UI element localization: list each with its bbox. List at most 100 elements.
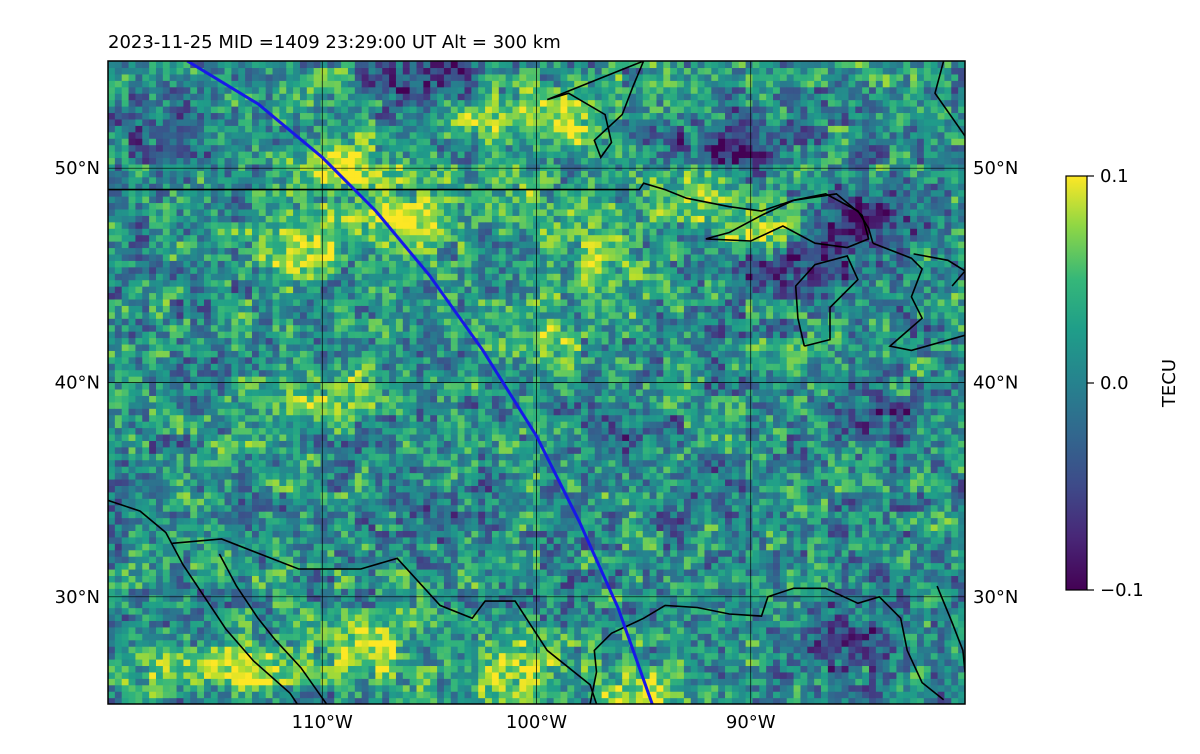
heatmap-cell xyxy=(265,298,274,306)
heatmap-cell xyxy=(293,106,301,114)
heatmap-cell xyxy=(210,99,219,107)
heatmap-cell xyxy=(286,157,294,165)
heatmap-cell xyxy=(430,446,438,454)
heatmap-cell xyxy=(245,523,253,531)
heatmap-cell xyxy=(238,80,246,88)
heatmap-cell xyxy=(217,568,226,576)
heatmap-cell xyxy=(108,472,116,480)
heatmap-cell xyxy=(430,652,438,660)
heatmap-cell xyxy=(210,241,219,249)
heatmap-cell xyxy=(375,234,383,242)
heatmap-cell xyxy=(334,266,342,274)
heatmap-cell xyxy=(183,665,191,673)
heatmap-cell xyxy=(416,106,424,114)
heatmap-cell xyxy=(347,151,356,159)
heatmap-cell xyxy=(327,86,335,94)
heatmap-cell xyxy=(327,626,335,634)
heatmap-cell xyxy=(293,562,301,570)
heatmap-cell xyxy=(238,652,246,660)
heatmap-cell xyxy=(299,556,308,564)
heatmap-cell xyxy=(149,369,157,377)
heatmap-cell xyxy=(258,131,267,139)
heatmap-cell xyxy=(245,324,253,332)
heatmap-cell xyxy=(368,478,376,486)
heatmap-cell xyxy=(149,80,157,88)
heatmap-cell xyxy=(409,626,418,634)
heatmap-cell xyxy=(238,376,246,384)
heatmap-cell xyxy=(430,112,438,120)
heatmap-cell xyxy=(245,73,253,81)
heatmap-cell xyxy=(341,324,349,332)
heatmap-cell xyxy=(286,99,294,107)
heatmap-cell xyxy=(272,414,280,422)
heatmap-cell xyxy=(176,453,185,461)
heatmap-cell xyxy=(258,99,267,107)
heatmap-cell xyxy=(128,581,137,589)
heatmap-cell xyxy=(416,144,424,152)
heatmap-cell xyxy=(251,665,260,673)
heatmap-cell xyxy=(334,112,342,120)
heatmap-cell xyxy=(402,581,411,589)
heatmap-cell xyxy=(430,298,438,306)
heatmap-cell xyxy=(306,556,315,564)
heatmap-cell xyxy=(114,253,123,261)
heatmap-cell xyxy=(121,665,130,673)
heatmap-cell xyxy=(231,253,239,261)
heatmap-cell xyxy=(395,170,404,178)
heatmap-cell xyxy=(155,253,164,261)
heatmap-cell xyxy=(121,318,130,326)
heatmap-cell xyxy=(203,118,212,126)
heatmap-cell xyxy=(217,286,226,294)
heatmap-cell xyxy=(272,401,280,409)
heatmap-cell xyxy=(203,286,212,294)
heatmap-cell xyxy=(430,343,438,351)
heatmap-cell xyxy=(245,131,253,139)
heatmap-cell xyxy=(210,369,219,377)
heatmap-cell xyxy=(155,324,164,332)
heatmap-cell xyxy=(327,658,335,667)
heatmap-cell xyxy=(368,382,376,390)
heatmap-cell xyxy=(382,639,390,647)
heatmap-cell xyxy=(162,601,171,609)
heatmap-cell xyxy=(361,286,370,294)
heatmap-cell xyxy=(128,530,137,538)
heatmap-cell xyxy=(190,575,198,583)
heatmap-cell xyxy=(430,253,438,261)
heatmap-cell xyxy=(238,395,246,403)
heatmap-cell xyxy=(155,157,164,165)
heatmap-cell xyxy=(313,350,322,358)
heatmap-cell xyxy=(430,144,438,152)
heatmap-cell xyxy=(183,343,191,351)
heatmap-cell xyxy=(437,369,445,377)
heatmap-cell xyxy=(169,176,178,184)
heatmap-cell xyxy=(382,575,390,583)
heatmap-cell xyxy=(313,215,322,223)
heatmap-cell xyxy=(121,260,130,268)
heatmap-cell xyxy=(176,639,185,647)
heatmap-cell xyxy=(224,266,233,274)
heatmap-cell xyxy=(354,112,363,120)
heatmap-cell xyxy=(149,99,157,107)
heatmap-cell xyxy=(272,395,280,403)
heatmap-cell xyxy=(382,208,390,216)
heatmap-cell xyxy=(149,433,157,441)
heatmap-cell xyxy=(327,408,335,416)
heatmap-cell xyxy=(347,433,356,441)
heatmap-cell xyxy=(142,446,150,454)
heatmap-cell xyxy=(149,176,157,184)
heatmap-cell xyxy=(272,144,280,152)
heatmap-cell xyxy=(313,575,322,583)
heatmap-cell xyxy=(327,556,335,564)
heatmap-cell xyxy=(320,228,328,236)
heatmap-cell xyxy=(437,575,445,583)
heatmap-cell xyxy=(382,318,390,326)
heatmap-cell xyxy=(341,93,349,101)
heatmap-cell xyxy=(149,665,157,673)
heatmap-cell xyxy=(197,298,205,306)
heatmap-cell xyxy=(265,395,274,403)
heatmap-cell xyxy=(382,549,390,557)
heatmap-cell xyxy=(293,125,301,133)
heatmap-cell xyxy=(361,472,370,480)
heatmap-cell xyxy=(128,260,137,268)
heatmap-cell xyxy=(169,286,178,294)
